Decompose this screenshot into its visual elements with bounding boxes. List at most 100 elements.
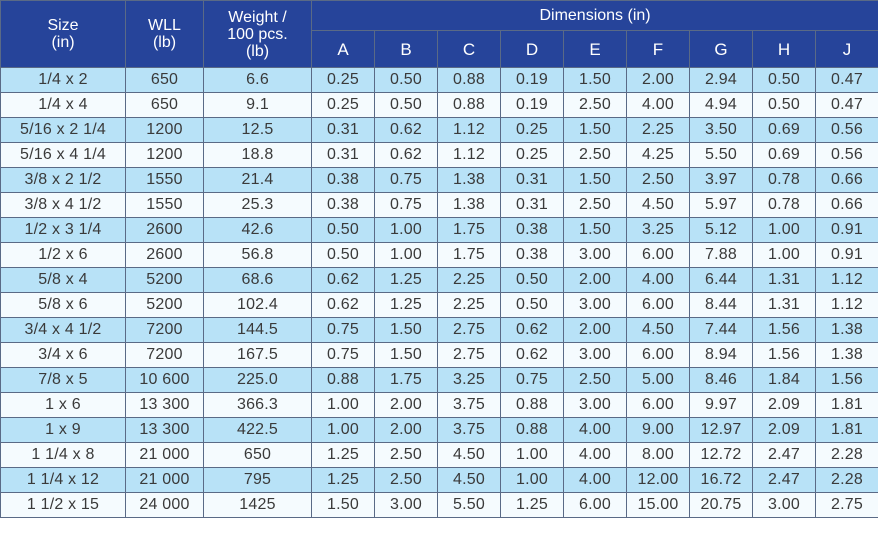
cell-c: 3.75 [437,417,501,443]
cell-b: 1.00 [374,242,438,268]
cell-c: 1.12 [437,117,501,143]
cell-f: 4.25 [626,142,690,168]
cell-j: 1.81 [814,417,878,443]
cell-f: 6.00 [626,292,690,318]
cell-g: 8.46 [689,367,753,393]
header-dim-b: B [374,30,438,68]
cell-j: 0.66 [814,192,878,218]
cell-d: 0.75 [500,367,564,393]
cell-c: 1.12 [437,142,501,168]
cell-wll: 7200 [125,342,204,368]
cell-g: 12.72 [689,442,753,468]
header-size-line-2: (in) [51,34,75,51]
cell-a: 0.31 [311,142,375,168]
cell-j: 2.75 [814,492,878,518]
cell-f: 8.00 [626,442,690,468]
cell-g: 5.97 [689,192,753,218]
cell-size: 3/8 x 2 1/2 [0,167,126,193]
cell-weight: 650 [203,442,312,468]
table-row: 1/2 x 6 2600 56.8 0.50 1.00 1.75 0.38 3.00 6.00 7… [0,242,878,268]
cell-j: 2.28 [814,442,878,468]
cell-weight: 167.5 [203,342,312,368]
cell-d: 0.50 [500,267,564,293]
cell-e: 2.50 [563,367,627,393]
cell-h: 1.56 [752,342,816,368]
cell-g: 5.50 [689,142,753,168]
cell-d: 0.38 [500,242,564,268]
cell-a: 0.38 [311,192,375,218]
cell-h: 2.09 [752,417,816,443]
cell-d: 0.88 [500,417,564,443]
cell-a: 1.00 [311,392,375,418]
table-row: 3/8 x 2 1/2 1550 21.4 0.38 0.75 1.38 0.31 1.50 2… [0,167,878,193]
cell-e: 1.50 [563,67,627,93]
cell-a: 1.50 [311,492,375,518]
cell-g: 4.94 [689,92,753,118]
header-wll: WLL (lb) [125,0,204,68]
header-dimensions: Dimensions (in) [310,0,878,31]
cell-c: 2.75 [437,342,501,368]
cell-g: 2.94 [689,67,753,93]
header-wll-line-1: WLL [148,17,181,34]
cell-d: 0.25 [500,142,564,168]
cell-d: 0.62 [500,342,564,368]
cell-wll: 21 000 [125,467,204,493]
table-row: 3/8 x 4 1/2 1550 25.3 0.38 0.75 1.38 0.31 2.50 4… [0,192,878,218]
cell-h: 0.50 [752,67,816,93]
cell-a: 0.88 [311,367,375,393]
table-row: 5/16 x 2 1/4 1200 12.5 0.31 0.62 1.12 0.25 1.50… [0,117,878,143]
cell-e: 6.00 [563,492,627,518]
cell-size: 3/4 x 6 [0,342,126,368]
cell-d: 0.25 [500,117,564,143]
cell-d: 0.50 [500,292,564,318]
cell-c: 5.50 [437,492,501,518]
cell-e: 3.00 [563,242,627,268]
cell-d: 0.31 [500,167,564,193]
cell-f: 4.00 [626,92,690,118]
cell-weight: 9.1 [203,92,312,118]
cell-j: 0.56 [814,142,878,168]
cell-e: 1.50 [563,117,627,143]
cell-weight: 1425 [203,492,312,518]
cell-j: 0.47 [814,92,878,118]
spec-table: Size (in) WLL (lb) Weight / 100 pcs. (lb… [0,0,878,518]
cell-size: 1 1/4 x 12 [0,467,126,493]
cell-f: 9.00 [626,417,690,443]
cell-g: 12.97 [689,417,753,443]
cell-size: 1 x 9 [0,417,126,443]
cell-c: 0.88 [437,92,501,118]
cell-h: 1.31 [752,267,816,293]
cell-wll: 1200 [125,142,204,168]
cell-e: 2.50 [563,192,627,218]
cell-g: 16.72 [689,467,753,493]
cell-c: 2.25 [437,267,501,293]
table-body: 1/4 x 2 650 6.6 0.25 0.50 0.88 0.19 1.50 2.00 2.9… [0,67,878,518]
table-row: 1 x 6 13 300 366.3 1.00 2.00 3.75 0.88 3.00 6.00… [0,392,878,418]
cell-size: 5/8 x 4 [0,267,126,293]
cell-b: 1.25 [374,267,438,293]
cell-a: 0.62 [311,292,375,318]
cell-f: 6.00 [626,392,690,418]
cell-c: 2.25 [437,292,501,318]
cell-h: 0.78 [752,167,816,193]
cell-c: 1.38 [437,192,501,218]
cell-h: 0.50 [752,92,816,118]
cell-g: 8.94 [689,342,753,368]
cell-h: 1.84 [752,367,816,393]
cell-h: 2.47 [752,467,816,493]
cell-g: 6.44 [689,267,753,293]
header-size-line-1: Size [47,17,79,34]
cell-h: 3.00 [752,492,816,518]
table-row: 7/8 x 5 10 600 225.0 0.88 1.75 3.25 0.75 2.50 5.… [0,367,878,393]
cell-d: 1.00 [500,467,564,493]
cell-b: 2.00 [374,417,438,443]
cell-b: 2.50 [374,442,438,468]
cell-c: 4.50 [437,442,501,468]
cell-weight: 21.4 [203,167,312,193]
cell-e: 3.00 [563,342,627,368]
cell-g: 9.97 [689,392,753,418]
cell-e: 4.00 [563,442,627,468]
table-row: 1/2 x 3 1/4 2600 42.6 0.50 1.00 1.75 0.38 1.50 3… [0,217,878,243]
table-row: 1/4 x 2 650 6.6 0.25 0.50 0.88 0.19 1.50 2.00 2.9… [0,67,878,93]
